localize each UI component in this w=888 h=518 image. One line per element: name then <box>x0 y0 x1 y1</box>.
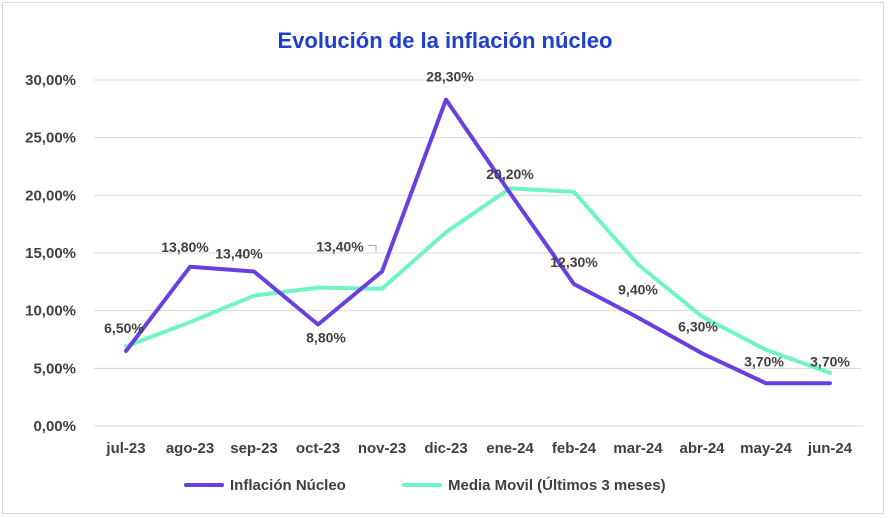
x-tick-label: jul-23 <box>105 440 145 457</box>
x-tick-label: mar-24 <box>613 440 663 457</box>
x-tick-label: jun-24 <box>807 440 853 457</box>
x-tick-label: may-24 <box>740 440 792 457</box>
data-label: 3,70% <box>744 353 784 369</box>
label-leader-line <box>368 244 377 252</box>
y-tick-label: 25,00% <box>25 130 76 147</box>
chart-title: Evolución de la inflación núcleo <box>278 28 613 53</box>
data-label: 6,50% <box>104 320 144 336</box>
data-label: 12,30% <box>550 254 598 270</box>
x-tick-label: dic-23 <box>424 440 467 457</box>
legend-label: Inflación Núcleo <box>230 477 346 494</box>
y-tick-label: 5,00% <box>33 360 76 377</box>
x-tick-label: ene-24 <box>486 440 534 457</box>
y-tick-label: 30,00% <box>25 72 76 89</box>
data-label: 6,30% <box>678 318 718 334</box>
x-tick-label: sep-23 <box>230 440 278 457</box>
data-label: 13,80% <box>161 239 209 255</box>
data-label: 28,30% <box>426 69 474 85</box>
legend: Inflación Núcleo Media Movil (Últimos 3 m… <box>184 476 666 494</box>
series-line-inflacion-nucleo <box>124 97 832 386</box>
data-label: 13,40% <box>215 245 263 261</box>
data-label: 8,80% <box>306 330 346 346</box>
x-tick-label: oct-23 <box>296 440 340 457</box>
legend-label: Media Movil (Últimos 3 meses) <box>448 476 666 494</box>
y-axis-ticks: 0,00% 5,00% 10,00% 15,00% 20,00% 25,00% 30,00% <box>25 72 76 435</box>
x-axis-ticks: jul-23 ago-23 sep-23 oct-23 nov-23 dic-23 ene-… <box>105 440 852 457</box>
data-label: 3,70% <box>810 353 850 369</box>
series-lines <box>124 97 832 386</box>
y-tick-label: 20,00% <box>25 187 76 204</box>
y-tick-label: 0,00% <box>33 418 76 435</box>
data-label: 20,20% <box>486 166 534 182</box>
data-label: 9,40% <box>618 282 658 298</box>
y-tick-label: 15,00% <box>25 245 76 262</box>
x-tick-label: nov-23 <box>358 440 406 457</box>
x-tick-label: abr-24 <box>679 440 725 457</box>
data-label: 13,40% <box>316 238 364 254</box>
x-tick-label: ago-23 <box>166 440 214 457</box>
series-line-media-movil <box>124 186 832 375</box>
y-tick-label: 10,00% <box>25 303 76 320</box>
data-labels: 6,50% 13,80% 13,40% 8,80% 13,40% 28,30% 20,20%… <box>104 69 850 370</box>
x-tick-label: feb-24 <box>552 440 597 457</box>
